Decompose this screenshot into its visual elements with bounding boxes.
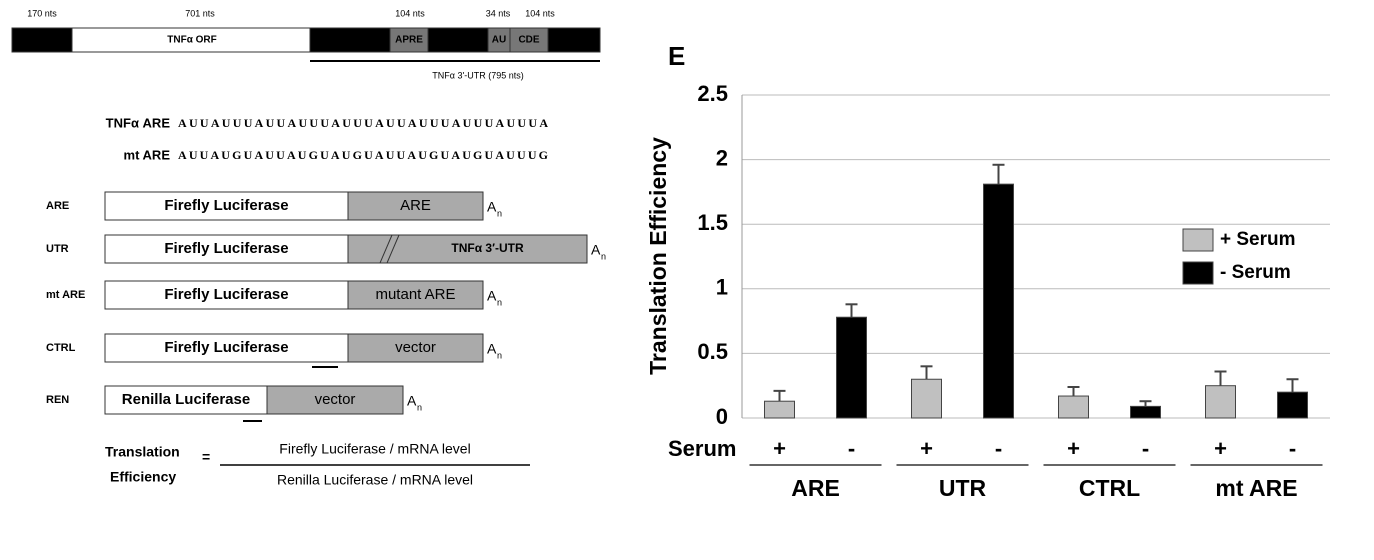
utr5 xyxy=(11,27,73,53)
serum-sign: - xyxy=(995,436,1002,461)
bar xyxy=(1058,395,1089,419)
poly-a: A xyxy=(487,341,497,357)
construct-label: mt ARE xyxy=(46,289,85,301)
y-tick-label: 2.5 xyxy=(697,81,728,106)
cde xyxy=(509,27,549,53)
y-tick-label: 1.5 xyxy=(697,210,728,235)
construct-label: UTR xyxy=(46,243,69,255)
y-tick-label: 2 xyxy=(716,145,728,170)
construct-left-label: Renilla Luciferase xyxy=(122,391,250,408)
bar xyxy=(764,400,795,419)
length-label: 34 nts xyxy=(486,8,511,18)
poly-a-sub: n xyxy=(601,251,606,261)
length-label: 701 nts xyxy=(185,8,215,18)
poly-a: A xyxy=(487,199,497,215)
y-tick-label: 0 xyxy=(716,404,728,429)
construct-left xyxy=(104,280,349,310)
construct-right xyxy=(347,234,588,264)
orf xyxy=(71,27,311,53)
segment-label: TNFα ORF xyxy=(167,35,216,46)
bar xyxy=(1277,391,1308,419)
x-tick-label: ARE xyxy=(791,475,840,501)
serum-sign: + xyxy=(773,436,786,461)
slash xyxy=(386,234,400,264)
poly-a-sub: n xyxy=(497,297,502,307)
construct-right xyxy=(347,333,484,363)
formula-eq: = xyxy=(202,449,210,465)
length-label: 104 nts xyxy=(525,8,555,18)
bar xyxy=(911,378,942,419)
poly-a-sub: n xyxy=(497,208,502,218)
construct-right xyxy=(266,385,404,415)
utr3 xyxy=(309,27,601,53)
construct-left-label: Firefly Luciferase xyxy=(164,339,288,356)
sequence: AUUAUGUAUUAUGUAUGUAUUAUGUAUGUAUUUG xyxy=(178,148,548,162)
legend-swatch xyxy=(1182,261,1214,285)
formula-lhs: Efficiency xyxy=(110,469,176,485)
formula-den: Renilla Luciferase / mRNA level xyxy=(277,472,473,488)
construct-right xyxy=(347,191,484,221)
y-axis-label: Translation Efficiency xyxy=(645,137,671,375)
serum-sign: - xyxy=(1142,436,1149,461)
slash xyxy=(379,234,393,264)
seq-label: mt ARE xyxy=(124,147,171,162)
segment-label: CDE xyxy=(518,35,539,46)
construct-label: REN xyxy=(46,394,69,406)
length-label: 104 nts xyxy=(395,8,425,18)
construct-left-label: Firefly Luciferase xyxy=(164,240,288,257)
serum-sign: + xyxy=(920,436,933,461)
y-tick-label: 0.5 xyxy=(697,339,728,364)
legend-label: + Serum xyxy=(1220,229,1296,250)
length-label: 170 nts xyxy=(27,8,57,18)
x-tick-label: UTR xyxy=(939,475,987,501)
sequence: AUUAUUUAUUAUUUAUUUAUUAUUUAUUUAUUUA xyxy=(178,116,548,130)
construct-right-label: ARE xyxy=(400,197,431,214)
construct-left-label: Firefly Luciferase xyxy=(164,286,288,303)
bar xyxy=(836,316,867,419)
construct-right-label: vector xyxy=(315,391,356,408)
bar xyxy=(1205,385,1236,419)
poly-a: A xyxy=(407,393,417,409)
x-tick-label: mt ARE xyxy=(1215,475,1297,501)
construct-left xyxy=(104,385,268,415)
segment-label: APRE xyxy=(395,35,423,46)
serum-sign: - xyxy=(1289,436,1296,461)
construct-right-label: TNFα 3′-UTR xyxy=(451,241,524,255)
poly-a-sub: n xyxy=(417,402,422,412)
construct-right xyxy=(347,280,484,310)
construct-right-label: mutant ARE xyxy=(375,286,455,303)
construct-label: CTRL xyxy=(46,342,76,354)
x-tick-label: CTRL xyxy=(1079,475,1140,501)
formula-num: Firefly Luciferase / mRNA level xyxy=(279,441,470,457)
construct-right-label: vector xyxy=(395,339,436,356)
legend-label: - Serum xyxy=(1220,262,1291,283)
seq-label: TNFα ARE xyxy=(106,115,171,130)
x-row-label: Serum xyxy=(668,436,736,461)
y-tick-label: 1 xyxy=(716,275,728,300)
construct-left-label: Firefly Luciferase xyxy=(164,197,288,214)
construct-label: ARE xyxy=(46,200,69,212)
poly-a-sub: n xyxy=(497,350,502,360)
bar xyxy=(983,183,1014,419)
serum-sign: - xyxy=(848,436,855,461)
apre xyxy=(389,27,429,53)
legend-swatch xyxy=(1182,228,1214,252)
panel-label: E xyxy=(668,41,685,71)
serum-sign: + xyxy=(1214,436,1227,461)
segment-label: AU xyxy=(492,35,506,46)
segment-label: 5'-UTR xyxy=(24,35,57,46)
poly-a: A xyxy=(591,242,601,258)
utr-label: TNFα 3'-UTR (795 nts) xyxy=(432,70,523,80)
serum-sign: + xyxy=(1067,436,1080,461)
formula-lhs: Translation xyxy=(105,444,180,460)
poly-a: A xyxy=(487,288,497,304)
construct-left xyxy=(104,333,349,363)
bar xyxy=(1130,405,1161,419)
